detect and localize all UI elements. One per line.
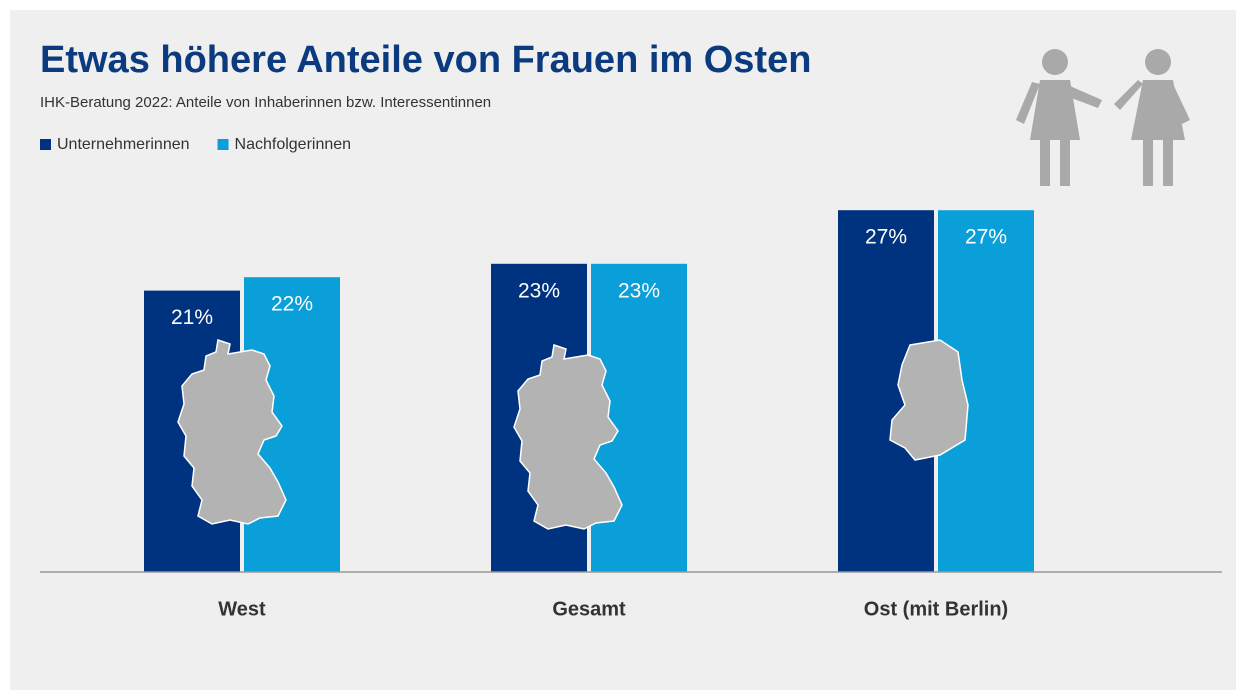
value-label: 27% xyxy=(865,226,907,249)
map xyxy=(177,339,969,530)
value-label: 21% xyxy=(171,306,213,329)
value-label: 22% xyxy=(271,293,313,316)
value-label: 23% xyxy=(618,279,660,302)
value-label: 23% xyxy=(518,279,560,302)
chart-title: Etwas höhere Anteile von Frauen im Osten xyxy=(40,39,811,81)
legend-label: Nachfolgerinnen xyxy=(235,136,352,153)
chart-subtitle: IHK-Beratung 2022: Anteile von Inhaberin… xyxy=(40,94,491,111)
legend-label: Unternehmerinnen xyxy=(57,136,190,153)
people-icon xyxy=(1016,49,1190,186)
x-tick-label: West xyxy=(218,598,266,620)
legend-swatch xyxy=(217,139,229,150)
x-tick-label: Gesamt xyxy=(552,598,626,620)
x-tick-label: Ost (mit Berlin) xyxy=(864,598,1008,620)
value-label: 27% xyxy=(965,226,1007,249)
legend-swatch xyxy=(40,139,51,150)
